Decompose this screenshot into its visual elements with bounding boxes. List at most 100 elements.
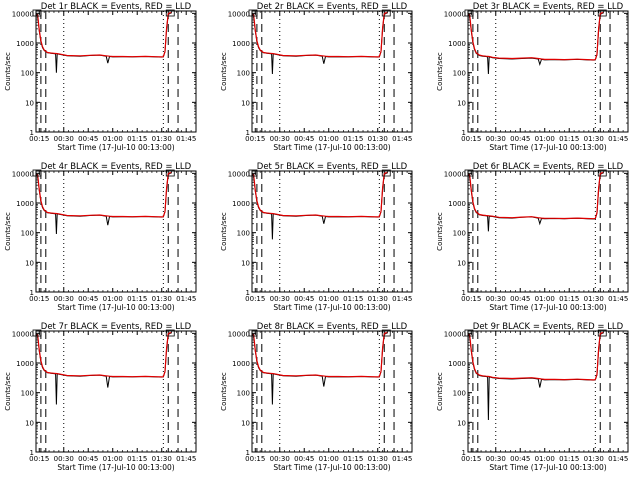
y-axis-label: Counts/sec	[220, 52, 228, 91]
x-axis-label: Start Time (17-Jul-10 00:13:00)	[489, 463, 606, 472]
x-axis-label: Start Time (17-Jul-10 00:13:00)	[57, 463, 174, 472]
chart-panel-8: Det 8r BLACK = Events, RED = LLD 1 10 100 10…	[220, 322, 413, 472]
x-tick-label: 01:00	[103, 135, 123, 143]
y-axis-label: Counts/sec	[436, 212, 444, 251]
x-axis-label: Start Time (17-Jul-10 00:13:00)	[57, 143, 174, 152]
chart-panel-4: Det 4r BLACK = Events, RED = LLD 1 10 100 10…	[4, 162, 197, 312]
x-tick-label: 00:45	[510, 135, 530, 143]
y-tick-label: 1	[246, 449, 250, 457]
y-tick-label: 1000	[448, 40, 466, 48]
series-line-lld	[36, 12, 172, 58]
series-line-lld	[468, 332, 604, 381]
x-tick-label: 01:30	[152, 295, 172, 303]
chart-title: Det 3r BLACK = Events, RED = LLD	[473, 2, 624, 12]
chart-panel-7: Det 7r BLACK = Events, RED = LLD 1 10 100 10…	[4, 322, 197, 472]
series-line-events	[36, 172, 172, 235]
chart-title: Det 8r BLACK = Events, RED = LLD	[257, 322, 408, 332]
y-tick-label: 10000	[444, 10, 466, 18]
chart-panel-2: Det 2r BLACK = Events, RED = LLD 1 10 100 10…	[220, 2, 413, 152]
x-tick-label: 01:30	[584, 135, 604, 143]
plot-frame	[467, 330, 629, 453]
saturation-marker	[597, 169, 607, 177]
x-tick-label: 01:45	[176, 295, 196, 303]
y-tick-label: 10	[457, 259, 466, 267]
y-axis-label: Counts/sec	[220, 372, 228, 411]
x-tick-label: 00:45	[510, 295, 530, 303]
saturation-marker	[165, 9, 175, 17]
x-tick-label: 01:00	[535, 455, 555, 463]
series-group	[468, 172, 604, 232]
saturation-marker	[597, 9, 607, 17]
y-tick-label: 1	[30, 449, 34, 457]
x-tick-label: 00:15	[29, 455, 49, 463]
y-axis-label: Counts/sec	[4, 212, 12, 251]
x-tick-label: 00:45	[294, 295, 314, 303]
series-line-events	[252, 332, 388, 405]
x-tick-label: 00:45	[294, 455, 314, 463]
x-tick-label: 01:45	[176, 455, 196, 463]
plot-frame	[251, 10, 413, 133]
plot-frame	[35, 330, 197, 453]
x-axis-label: Start Time (17-Jul-10 00:13:00)	[273, 143, 390, 152]
y-axis-label: Counts/sec	[4, 372, 12, 411]
y-tick-label: 1000	[16, 360, 34, 368]
chart-panel-1: Det 1r BLACK = Events, RED = LLD 1 10 100 10…	[4, 2, 197, 152]
series-group	[468, 12, 604, 75]
x-tick-label: 01:45	[176, 135, 196, 143]
x-tick-label: 01:45	[608, 455, 628, 463]
saturation-marker	[381, 329, 391, 337]
y-tick-label: 10000	[444, 170, 466, 178]
x-tick-label: 01:45	[608, 295, 628, 303]
y-tick-label: 10	[457, 99, 466, 107]
y-tick-label: 1000	[16, 40, 34, 48]
x-tick-label: 01:15	[559, 295, 579, 303]
series-line-lld	[252, 332, 388, 378]
y-tick-label: 100	[21, 70, 34, 78]
x-tick-label: 00:15	[245, 135, 265, 143]
x-tick-label: 00:30	[486, 295, 506, 303]
x-tick-label: 01:15	[559, 135, 579, 143]
y-tick-label: 10000	[12, 10, 34, 18]
chart-title: Det 4r BLACK = Events, RED = LLD	[41, 162, 192, 172]
y-tick-label: 10000	[12, 330, 34, 338]
y-tick-label: 1	[30, 129, 34, 137]
y-tick-label: 10	[241, 259, 250, 267]
chart-panel-5: Det 5r BLACK = Events, RED = LLD 1 10 100 10…	[220, 162, 413, 312]
y-axis-label: Counts/sec	[436, 372, 444, 411]
y-tick-label: 10	[241, 419, 250, 427]
y-tick-label: 1	[246, 129, 250, 137]
x-tick-label: 01:30	[368, 455, 388, 463]
x-tick-label: 01:30	[584, 455, 604, 463]
x-axis-label: Start Time (17-Jul-10 00:13:00)	[489, 303, 606, 312]
y-tick-label: 1000	[16, 200, 34, 208]
x-tick-label: 01:45	[608, 135, 628, 143]
saturation-marker	[381, 9, 391, 17]
series-line-events	[36, 332, 172, 405]
y-axis-label: Counts/sec	[4, 52, 12, 91]
y-tick-label: 10	[457, 419, 466, 427]
x-tick-label: 00:30	[54, 455, 74, 463]
chart-panel-6: Det 6r BLACK = Events, RED = LLD 1 10 100 10…	[436, 162, 629, 312]
series-line-lld	[468, 172, 604, 220]
x-tick-label: 01:30	[152, 135, 172, 143]
x-tick-label: 01:15	[127, 135, 147, 143]
y-tick-label: 1000	[448, 200, 466, 208]
x-tick-label: 00:45	[294, 135, 314, 143]
y-tick-label: 100	[237, 230, 250, 238]
x-tick-label: 00:30	[486, 455, 506, 463]
y-tick-label: 10000	[228, 10, 250, 18]
y-tick-label: 100	[21, 390, 34, 398]
y-tick-label: 1000	[448, 360, 466, 368]
x-tick-label: 00:30	[270, 295, 290, 303]
chart-panel-9: Det 9r BLACK = Events, RED = LLD 1 10 100 10…	[436, 322, 629, 472]
x-tick-label: 00:15	[29, 135, 49, 143]
saturation-marker	[381, 169, 391, 177]
y-tick-label: 10	[241, 99, 250, 107]
x-tick-label: 00:30	[54, 295, 74, 303]
x-tick-label: 01:30	[368, 135, 388, 143]
chart-title: Det 2r BLACK = Events, RED = LLD	[257, 2, 408, 12]
series-group	[252, 332, 388, 405]
y-tick-label: 100	[237, 70, 250, 78]
series-line-lld	[468, 12, 604, 61]
